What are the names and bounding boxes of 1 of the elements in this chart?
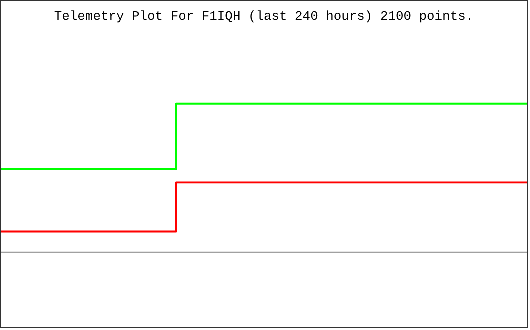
chart-title: Telemetry Plot For F1IQH (last 240 hours) 2100 points. [54,9,474,24]
